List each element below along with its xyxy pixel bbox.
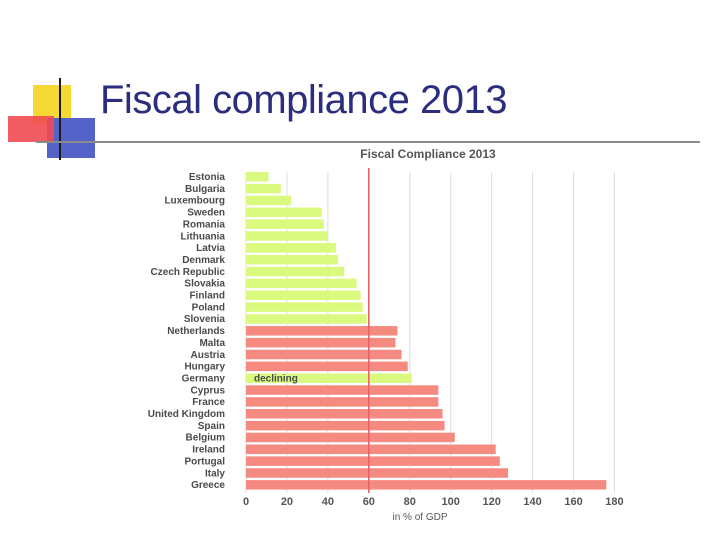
category-label: Estonia <box>189 172 226 183</box>
category-label: Germany <box>182 373 226 384</box>
category-label: Hungary <box>184 362 225 373</box>
x-tick-label: 120 <box>482 496 500 508</box>
category-label: Italy <box>205 468 225 479</box>
x-tick-label: 40 <box>322 496 334 508</box>
bar <box>246 409 443 419</box>
category-label: Cyprus <box>191 385 226 396</box>
slide-deco-blue-square <box>47 118 95 158</box>
category-label: Ireland <box>192 445 225 456</box>
category-label: Latvia <box>196 243 225 254</box>
x-tick-label: 80 <box>404 496 416 508</box>
chart-title: Fiscal Compliance 2013 <box>360 147 496 161</box>
bar <box>246 444 496 455</box>
x-tick-label: 100 <box>442 496 460 508</box>
bar <box>246 326 398 336</box>
category-label: Greece <box>191 480 225 491</box>
bars <box>246 172 607 490</box>
category-label: Bulgaria <box>185 184 225 195</box>
bar <box>246 219 324 229</box>
bar <box>246 314 367 324</box>
category-label: Finland <box>189 291 225 302</box>
x-tick-label: 160 <box>564 496 582 508</box>
bar <box>246 385 439 395</box>
category-label: Romania <box>183 219 226 230</box>
bar <box>246 361 408 372</box>
category-label: Denmark <box>182 255 225 266</box>
slide-deco-vertical-line <box>59 78 61 160</box>
bar <box>246 254 339 265</box>
bar <box>246 456 500 466</box>
bar <box>246 207 322 218</box>
bar <box>246 172 269 182</box>
category-label: France <box>192 397 225 408</box>
bar <box>246 195 292 206</box>
x-tick-label: 20 <box>281 496 293 508</box>
annotations: declining <box>254 373 298 384</box>
bar <box>246 420 445 431</box>
bar <box>246 231 328 241</box>
bar <box>246 480 607 490</box>
category-label: Sweden <box>187 208 225 219</box>
bar <box>246 302 363 312</box>
bar <box>246 337 396 348</box>
category-label: Spain <box>198 421 225 432</box>
bar <box>246 432 455 443</box>
category-label: Czech Republic <box>151 267 226 278</box>
x-tick-label: 0 <box>243 496 249 508</box>
category-label: Slovenia <box>184 314 226 325</box>
bar <box>246 397 439 407</box>
annotation-label: declining <box>254 373 298 384</box>
x-tick-label: 140 <box>523 496 541 508</box>
bar <box>246 373 412 383</box>
x-tick-labels: 0 20 40 60 80 100 120 140 160 180 <box>243 496 624 508</box>
bar <box>246 278 357 289</box>
category-label: Lithuania <box>181 231 226 242</box>
bar <box>246 290 361 300</box>
x-axis-label: in % of GDP <box>392 512 447 523</box>
bar <box>246 349 402 360</box>
x-tick-label: 60 <box>363 496 375 508</box>
category-label: Poland <box>192 302 225 313</box>
category-label: Luxembourg <box>164 196 225 207</box>
bar <box>246 243 337 253</box>
category-label: Portugal <box>184 456 225 467</box>
x-tick-label: 180 <box>605 496 623 508</box>
category-labels: EstoniaBulgariaLuxembourgSwedenRomaniaLi… <box>148 172 226 491</box>
bar <box>246 468 509 478</box>
category-label: Austria <box>191 350 226 361</box>
category-label: Netherlands <box>167 326 225 337</box>
slide-title: Fiscal compliance 2013 <box>100 78 508 122</box>
category-label: Slovakia <box>184 279 225 290</box>
bar <box>246 183 281 194</box>
category-label: United Kingdom <box>148 409 225 420</box>
category-label: Malta <box>199 338 225 349</box>
slide-deco-red-square <box>8 116 54 142</box>
category-label: Belgium <box>186 433 226 444</box>
slide-deco-horizontal-line <box>36 141 700 143</box>
bar <box>246 266 345 277</box>
